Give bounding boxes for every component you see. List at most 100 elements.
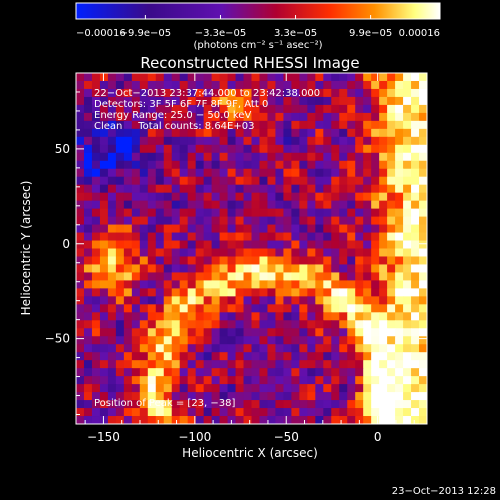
heatmap-cell (179, 152, 189, 162)
heatmap-cell (291, 144, 300, 154)
heatmap-cell (395, 120, 404, 130)
heatmap-cell (235, 352, 245, 361)
heatmap-cell (355, 232, 364, 242)
heatmap-cell (131, 73, 141, 82)
heatmap-cell (107, 368, 117, 377)
heatmap-cell (331, 80, 340, 90)
heatmap-cell (187, 104, 197, 114)
heatmap-cell (379, 80, 388, 90)
heatmap-cell (251, 280, 261, 289)
heatmap-cell (259, 144, 269, 154)
heatmap-cell (339, 96, 348, 106)
heatmap-cell (275, 416, 285, 424)
heatmap-cell (267, 216, 277, 226)
heatmap-cell (155, 73, 165, 82)
heatmap-cell (187, 73, 197, 82)
heatmap-cell (371, 200, 380, 210)
heatmap-cell (275, 288, 285, 297)
heatmap-cell (83, 168, 93, 178)
heatmap-cell (147, 80, 157, 90)
heatmap-cell (371, 344, 380, 353)
heatmap-cell (91, 416, 101, 424)
heatmap-cell (267, 104, 277, 114)
heatmap-cell (187, 192, 197, 202)
heatmap-cell (147, 328, 157, 337)
heatmap-cell (99, 120, 109, 130)
heatmap-cell (171, 240, 181, 250)
heatmap-cell (171, 336, 181, 345)
heatmap-cell (83, 208, 93, 218)
heatmap-cell (387, 192, 396, 202)
heatmap-cell (195, 296, 205, 305)
heatmap-cell (107, 272, 117, 282)
heatmap-cell (195, 168, 205, 178)
heatmap-cell (347, 408, 356, 417)
heatmap-cell (411, 176, 420, 186)
heatmap-cell (195, 384, 205, 393)
heatmap-cell (131, 176, 141, 186)
heatmap-cell (179, 112, 189, 122)
heatmap-cell (395, 136, 404, 146)
heatmap-cell (211, 96, 221, 106)
heatmap-cell (179, 376, 189, 385)
heatmap-cell (251, 96, 261, 106)
heatmap-cell (99, 208, 109, 218)
heatmap-cell (267, 144, 277, 154)
heatmap-cell (251, 136, 261, 146)
heatmap-cell (195, 200, 205, 210)
heatmap-cell (283, 96, 292, 106)
heatmap-cell (307, 336, 316, 345)
heatmap-cell (163, 192, 173, 202)
heatmap-cell (291, 408, 300, 417)
heatmap-cell (76, 88, 85, 98)
heatmap-cell (123, 360, 133, 369)
heatmap-cell (91, 128, 101, 138)
heatmap-cell (419, 88, 427, 98)
heatmap-cell (171, 360, 181, 369)
heatmap-cell (347, 184, 356, 194)
heatmap-cell (395, 240, 404, 250)
heatmap-cell (379, 288, 388, 297)
x-axis-label: Heliocentric X (arcsec) (182, 446, 318, 460)
heatmap-cell (139, 200, 149, 210)
heatmap-cell (83, 88, 93, 98)
heatmap-cell (187, 216, 197, 226)
heatmap-cell (419, 296, 427, 305)
heatmap-cell (395, 96, 404, 106)
heatmap-cell (283, 360, 292, 369)
heatmap-cell (99, 392, 109, 401)
heatmap-cell (395, 368, 404, 377)
heatmap-cell (115, 240, 125, 250)
heatmap-cell (291, 384, 300, 393)
heatmap-cell (259, 168, 269, 178)
heatmap-cell (323, 248, 332, 258)
heatmap-cell (339, 80, 348, 90)
heatmap-cell (395, 144, 404, 154)
heatmap-cell (235, 264, 245, 274)
heatmap-cell (323, 168, 332, 178)
heatmap-cell (147, 336, 157, 345)
heatmap-cell (251, 400, 261, 409)
heatmap-cell (123, 344, 133, 353)
heatmap-cell (83, 104, 93, 114)
heatmap-cell (331, 200, 340, 210)
heatmap-cell (171, 96, 181, 106)
heatmap-cell (203, 384, 213, 393)
heatmap-cell (299, 288, 308, 297)
heatmap-cell (243, 392, 253, 401)
heatmap-cell (139, 304, 149, 313)
heatmap-cell (195, 272, 205, 282)
heatmap-cell (419, 152, 427, 162)
heatmap-cell (283, 224, 292, 234)
heatmap-cell (91, 232, 101, 242)
heatmap-cell (235, 112, 245, 122)
heatmap-cell (139, 136, 149, 146)
heatmap-cell (243, 80, 253, 90)
heatmap-cell (315, 80, 324, 90)
heatmap-cell (195, 160, 205, 170)
heatmap-cell (323, 264, 332, 274)
heatmap-cell (299, 320, 308, 329)
heatmap-cell (155, 208, 165, 218)
heatmap-cell (251, 240, 261, 250)
heatmap-cell (315, 136, 324, 146)
